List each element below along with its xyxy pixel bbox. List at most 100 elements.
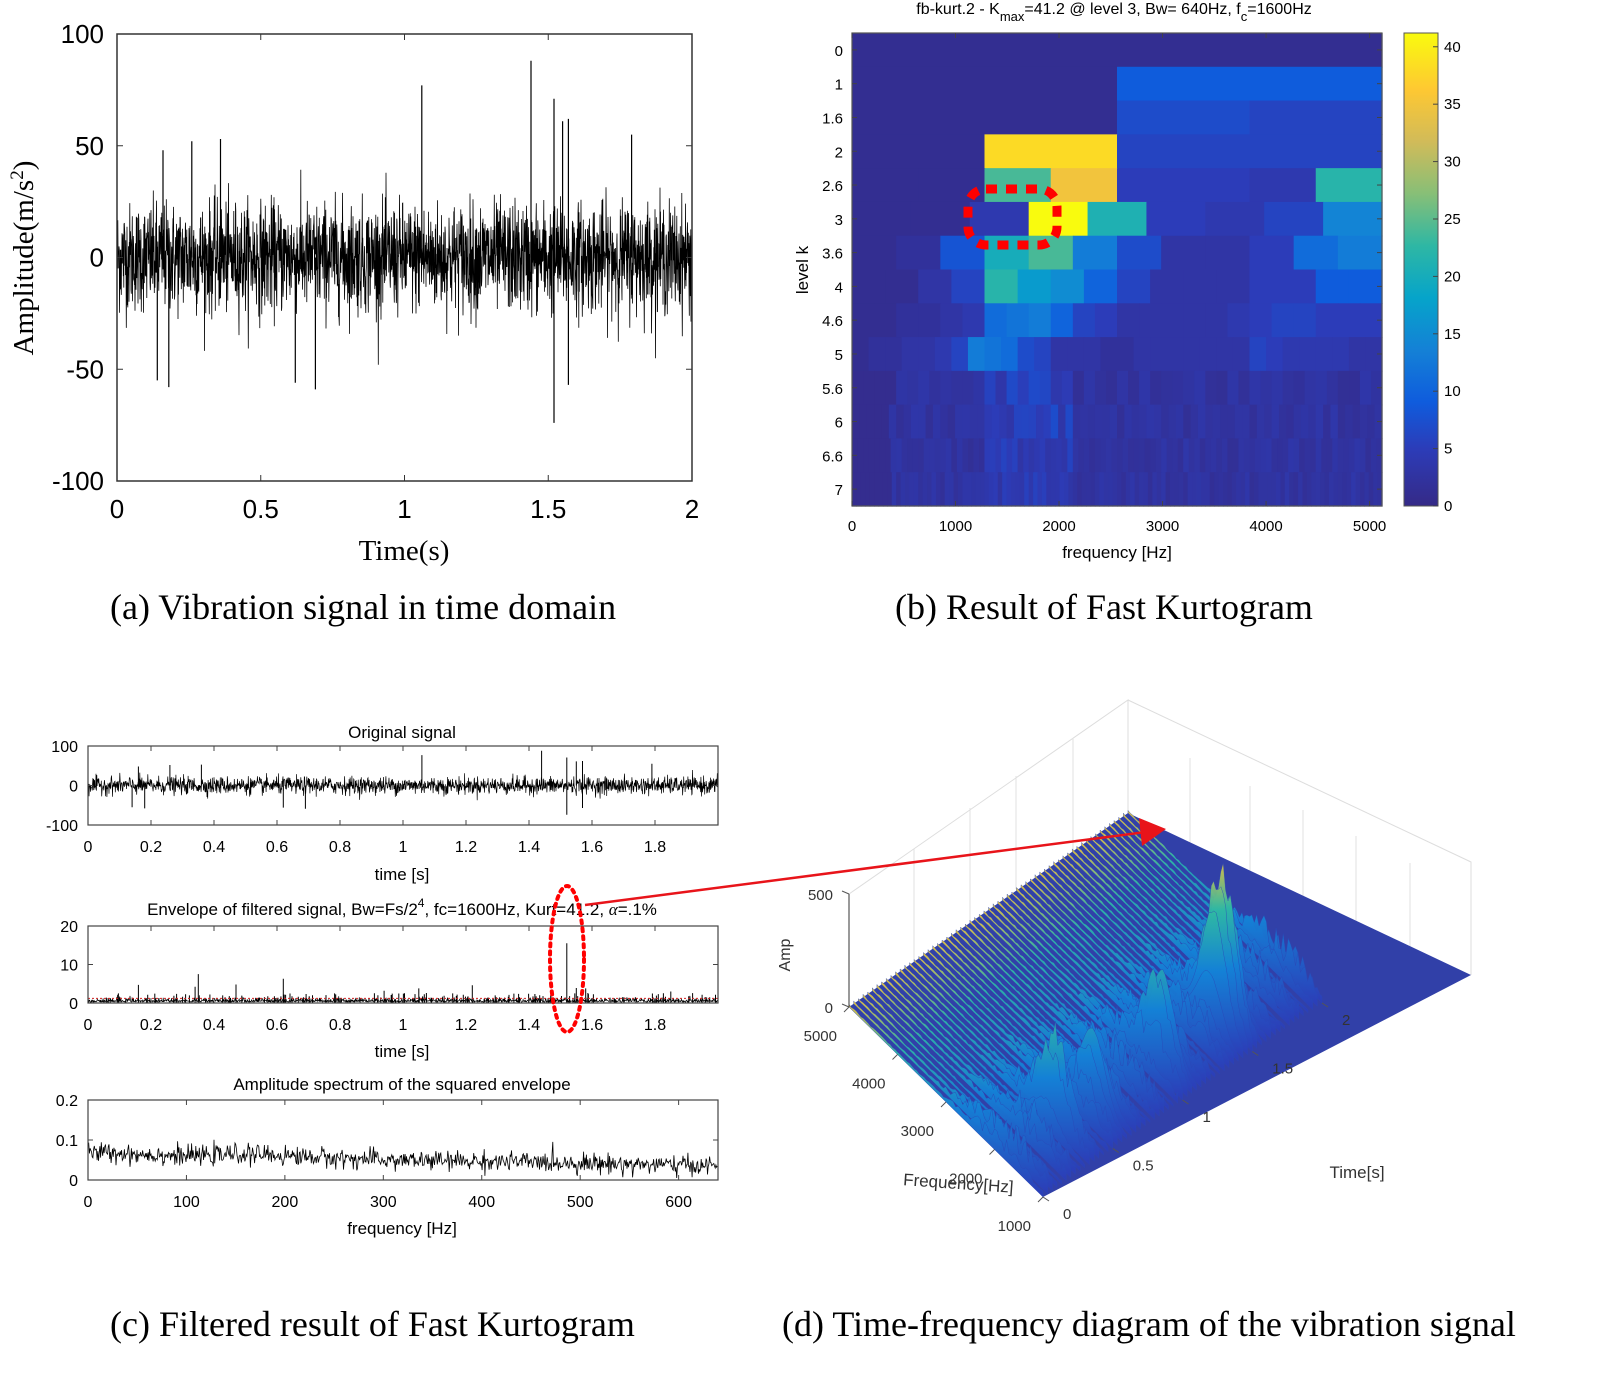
svg-text:0.6: 0.6: [266, 1017, 288, 1034]
svg-text:0: 0: [69, 996, 78, 1013]
chart-b-kurtogram: 0 1000 2000 3000 4000 5000 0 1 1.6 2 2.6 3 3.6 4 4.6 5 5…: [793, 1, 1461, 562]
svg-text:1.6: 1.6: [822, 110, 843, 127]
svg-text:100: 100: [61, 19, 104, 49]
svg-text:40: 40: [1444, 39, 1461, 56]
svg-text:6.6: 6.6: [822, 448, 843, 465]
svg-text:25: 25: [1444, 211, 1461, 228]
svg-text:4.6: 4.6: [822, 313, 843, 330]
svg-text:0.6: 0.6: [266, 839, 288, 856]
svg-text:1: 1: [399, 839, 408, 856]
svg-text:2.6: 2.6: [822, 178, 843, 195]
original-signal-title: Original signal: [348, 723, 456, 742]
caption-b: (b) Result of Fast Kurtogram: [895, 587, 1313, 627]
caption-c: (c) Filtered result of Fast Kurtogram: [110, 1304, 635, 1344]
svg-text:5000: 5000: [1353, 518, 1386, 535]
svg-text:6: 6: [835, 415, 843, 432]
svg-text:1.8: 1.8: [644, 1017, 666, 1034]
svg-text:20: 20: [1444, 268, 1461, 285]
kurtogram-axes-box: [851, 32, 1383, 507]
svg-text:0: 0: [1444, 498, 1452, 515]
envelope-xlabel: time [s]: [375, 1042, 430, 1061]
svg-text:1000: 1000: [998, 1218, 1031, 1235]
kurtogram-ylabel: level k: [793, 245, 812, 294]
svg-text:50: 50: [75, 131, 104, 161]
svg-text:4: 4: [835, 279, 843, 296]
svg-text:0.2: 0.2: [140, 839, 162, 856]
svg-text:0: 0: [835, 43, 843, 60]
svg-text:100: 100: [173, 1194, 200, 1211]
spectrum-line: [87, 1139, 718, 1179]
svg-text:1: 1: [835, 77, 843, 94]
svg-text:0.8: 0.8: [329, 839, 351, 856]
svg-text:1000: 1000: [939, 518, 972, 535]
svg-text:30: 30: [1444, 154, 1461, 171]
svg-text:-50: -50: [66, 354, 104, 384]
svg-text:400: 400: [468, 1194, 495, 1211]
svg-text:0.5: 0.5: [1133, 1158, 1154, 1175]
svg-text:1: 1: [399, 1017, 408, 1034]
svg-text:500: 500: [808, 887, 833, 904]
svg-text:2: 2: [835, 144, 843, 161]
annotation-arrow: [584, 830, 1147, 907]
svg-text:0.4: 0.4: [203, 1017, 225, 1034]
svg-text:4000: 4000: [1249, 518, 1282, 535]
amp-axis-label: Amp: [777, 938, 794, 971]
chart-a-xlabel: Time(s): [359, 535, 450, 567]
original-signal-xlabel: time [s]: [375, 865, 430, 884]
frequency-axis-label: Frequency[Hz]: [903, 1170, 1015, 1197]
svg-text:2000: 2000: [949, 1171, 982, 1188]
caption-d: (d) Time-frequency diagram of the vibrat…: [782, 1304, 1516, 1344]
svg-text:200: 200: [272, 1194, 299, 1211]
svg-text:7: 7: [835, 482, 843, 499]
svg-text:0.8: 0.8: [329, 1017, 351, 1034]
svg-text:5000: 5000: [804, 1028, 837, 1045]
svg-text:0: 0: [825, 1000, 833, 1017]
svg-text:0.4: 0.4: [203, 839, 225, 856]
svg-text:15: 15: [1444, 326, 1461, 343]
original-signal-line: [87, 750, 718, 815]
chart-a-ylabel: Amplitude(m/s2): [7, 161, 40, 356]
svg-text:1: 1: [1203, 1109, 1211, 1126]
svg-text:20: 20: [60, 919, 78, 936]
kurtogram-xlabel: frequency [Hz]: [1062, 543, 1172, 562]
svg-text:3.6: 3.6: [822, 246, 843, 263]
svg-text:3: 3: [835, 212, 843, 229]
kurtogram-heatmap-cells: [852, 33, 1383, 507]
svg-text:600: 600: [665, 1194, 692, 1211]
svg-text:1.2: 1.2: [455, 839, 477, 856]
svg-text:3000: 3000: [1146, 518, 1179, 535]
svg-text:1.5: 1.5: [530, 494, 566, 524]
svg-text:1.5: 1.5: [1272, 1061, 1293, 1078]
svg-text:100: 100: [51, 739, 78, 756]
svg-text:10: 10: [1444, 383, 1461, 400]
svg-text:2: 2: [685, 494, 699, 524]
svg-text:0: 0: [84, 1017, 93, 1034]
colorbar-ticks: 0 5 10 15 20 25 30 35 40: [1433, 39, 1461, 515]
chart-a-ticks: 0 0.5 1 1.5 2 100 50 0 -50 -100: [52, 19, 699, 524]
svg-text:0.1: 0.1: [56, 1133, 78, 1150]
kurtogram-max-highlight: [963, 184, 1062, 250]
surface-3d-ridges: [848, 809, 1323, 1198]
caption-a: (a) Vibration signal in time domain: [110, 587, 617, 627]
svg-text:35: 35: [1444, 96, 1461, 113]
svg-text:0: 0: [90, 243, 104, 273]
annotation-arrowhead-icon: [1139, 818, 1166, 846]
spectrum-title: Amplitude spectrum of the squared envelo…: [233, 1075, 570, 1094]
svg-text:300: 300: [370, 1194, 397, 1211]
chart-a-time-domain: 0 0.5 1 1.5 2 100 50 0 -50 -100 Time(s) Amplitude…: [7, 19, 699, 567]
svg-text:5: 5: [835, 347, 843, 364]
surface-3d-ticks: 5000 4000 3000 2000 1000 0 0.5 1 1.5 2 0 500: [804, 887, 1351, 1235]
svg-text:0: 0: [69, 779, 78, 796]
time-axis-label: Time[s]: [1329, 1163, 1384, 1182]
svg-text:1.4: 1.4: [518, 1017, 540, 1034]
svg-text:1.2: 1.2: [455, 1017, 477, 1034]
svg-text:0: 0: [110, 494, 124, 524]
svg-text:0: 0: [848, 518, 856, 535]
spectrum-xlabel: frequency [Hz]: [347, 1219, 457, 1238]
kurtogram-colorbar: [1403, 32, 1439, 507]
svg-text:0.2: 0.2: [140, 1017, 162, 1034]
svg-text:0.2: 0.2: [56, 1093, 78, 1110]
